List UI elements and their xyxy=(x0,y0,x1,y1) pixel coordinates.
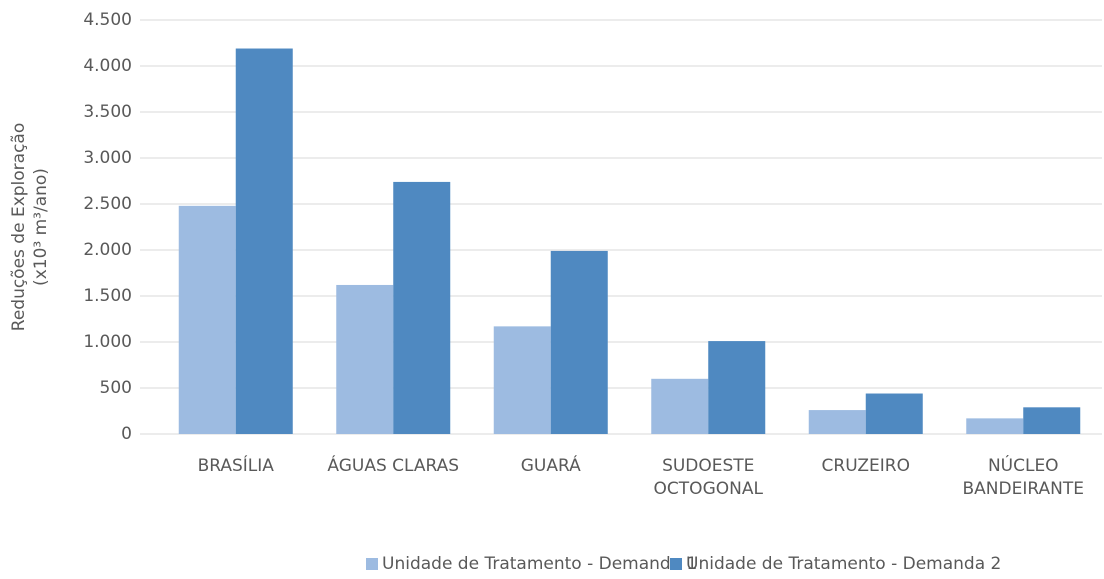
bar xyxy=(393,181,451,434)
legend-label: Unidade de Tratamento - Demanda 2 xyxy=(686,554,1002,574)
y-axis-label-line: Reduções de Exploração xyxy=(9,123,29,331)
x-tick-label: NÚCLEO BANDEIRANTE xyxy=(962,456,1084,499)
y-tick-label: 500 xyxy=(100,378,132,398)
y-tick-label: 4.500 xyxy=(83,10,132,30)
bar xyxy=(493,326,551,434)
legend-label: Unidade de Tratamento - Demanda 1 xyxy=(382,554,698,574)
legend-swatch xyxy=(366,558,378,570)
legend-item: Unidade de Tratamento - Demanda 2 xyxy=(670,554,1001,574)
bar xyxy=(808,410,866,434)
x-tick-label: SUDOESTE OCTOGONAL xyxy=(653,456,763,499)
bar xyxy=(966,418,1024,434)
y-tick-label: 1.500 xyxy=(83,286,132,306)
x-tick-label: ÁGUAS CLARAS xyxy=(327,456,460,476)
y-tick-label: 2.000 xyxy=(83,240,132,260)
bar xyxy=(651,378,709,434)
y-tick-label: 3.000 xyxy=(83,148,132,168)
y-tick-label: 1.000 xyxy=(83,332,132,352)
bar xyxy=(336,284,394,434)
legend-swatch xyxy=(670,558,682,570)
bar xyxy=(550,250,608,434)
x-tick-label: BRASÍLIA xyxy=(197,456,274,476)
y-tick-label: 0 xyxy=(121,424,132,444)
x-tick-label: GUARÁ xyxy=(520,456,581,476)
bar xyxy=(865,393,923,434)
bar xyxy=(235,48,293,435)
bar xyxy=(1023,407,1081,434)
bar xyxy=(178,205,236,434)
y-tick-label: 3.500 xyxy=(83,102,132,122)
y-axis-label-line: (x10³ m³/ano) xyxy=(31,168,51,286)
legend-item: Unidade de Tratamento - Demanda 1 xyxy=(366,554,697,574)
y-axis-label: Reduções de Exploração (x10³ m³/ano) xyxy=(9,123,51,331)
bar xyxy=(708,341,766,434)
x-tick-label: CRUZEIRO xyxy=(821,456,910,476)
y-tick-label: 4.000 xyxy=(83,56,132,76)
y-tick-label: 2.500 xyxy=(83,194,132,214)
